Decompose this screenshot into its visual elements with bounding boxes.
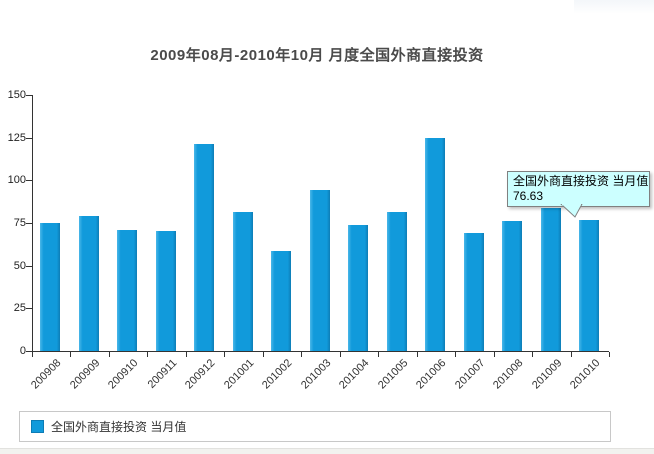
y-tick-mark	[26, 266, 32, 267]
legend-swatch-icon	[31, 420, 44, 433]
x-tick-mark	[32, 352, 33, 357]
x-tick-mark	[494, 352, 495, 357]
tooltip: 全国外商直接投资 当月值 76.63	[507, 171, 650, 207]
bar-201006[interactable]	[425, 138, 445, 351]
x-tick-mark	[301, 352, 302, 357]
tooltip-series-label: 全国外商直接投资 当月值	[513, 174, 649, 188]
tooltip-callout-arrow-icon	[560, 204, 583, 218]
legend: 全国外商直接投资 当月值	[19, 411, 611, 442]
x-tick-mark	[263, 352, 264, 357]
legend-item[interactable]: 全国外商直接投资 当月值	[31, 418, 186, 435]
bar-201010[interactable]	[579, 220, 599, 351]
bar-201003[interactable]	[310, 190, 330, 351]
y-tick-label: 50	[13, 260, 26, 272]
y-tick-label: 150	[7, 89, 26, 101]
bar-201001[interactable]	[233, 212, 253, 351]
bar-201004[interactable]	[348, 225, 368, 351]
x-tick-mark	[378, 352, 379, 357]
y-tick-label: 75	[13, 217, 26, 229]
y-tick-label: 125	[7, 132, 26, 144]
y-tick-label: 0	[19, 345, 26, 357]
y-tick-mark	[26, 308, 32, 309]
x-tick-mark	[571, 352, 572, 357]
chart-title: 2009年08月-2010年10月 月度全国外商直接投资	[150, 47, 484, 64]
y-tick-mark	[26, 138, 32, 139]
x-tick-mark	[186, 352, 187, 357]
site-watermark	[574, 0, 654, 14]
x-tick-mark	[417, 352, 418, 357]
bar-201002[interactable]	[271, 251, 291, 351]
bar-200908[interactable]	[40, 223, 60, 351]
x-tick-mark	[609, 352, 610, 357]
y-axis-line	[32, 95, 33, 352]
x-tick-mark	[340, 352, 341, 357]
bar-201005[interactable]	[387, 212, 407, 351]
x-tick-mark	[70, 352, 71, 357]
bar-200912[interactable]	[194, 144, 214, 351]
bar-201008[interactable]	[502, 221, 522, 351]
x-tick-mark	[532, 352, 533, 357]
x-tick-mark	[224, 352, 225, 357]
x-tick-mark	[147, 352, 148, 357]
y-tick-mark	[26, 95, 32, 96]
x-tick-mark	[109, 352, 110, 357]
bar-200910[interactable]	[117, 230, 137, 351]
page-background-strip	[0, 448, 654, 454]
bar-201007[interactable]	[464, 233, 484, 351]
legend-label: 全国外商直接投资 当月值	[51, 420, 187, 434]
y-tick-mark	[26, 180, 32, 181]
y-tick-label: 100	[7, 174, 26, 186]
tooltip-value: 76.63	[513, 189, 544, 203]
y-tick-label: 25	[13, 302, 26, 314]
y-tick-mark	[26, 351, 32, 352]
bar-200911[interactable]	[156, 231, 176, 351]
x-axis-line	[32, 351, 609, 352]
y-tick-mark	[26, 223, 32, 224]
bar-200909[interactable]	[79, 216, 99, 351]
bar-201009[interactable]	[541, 208, 561, 351]
x-tick-mark	[455, 352, 456, 357]
